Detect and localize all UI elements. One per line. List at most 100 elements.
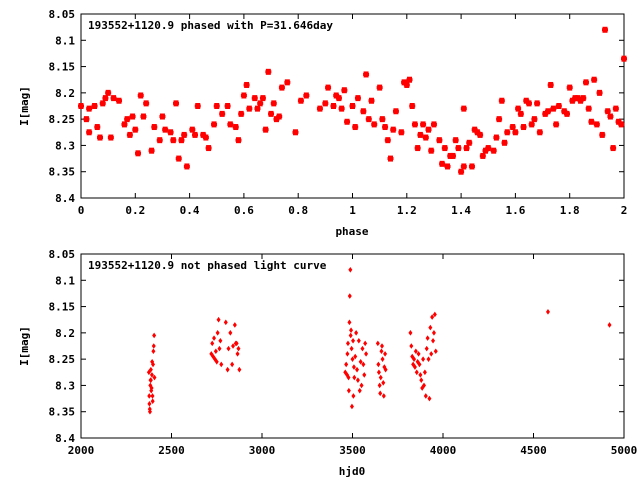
- data-point-bar: [213, 104, 220, 108]
- phased-y-ticks: 8.05 8.1 8.15 8.2 8.25 8.3 8.35 8.4: [49, 8, 624, 205]
- data-point: [427, 395, 432, 402]
- data-point-bar: [349, 104, 356, 108]
- data-point: [218, 337, 223, 344]
- data-point-bar: [420, 122, 427, 126]
- data-point-bar: [509, 125, 516, 129]
- data-point-bar: [477, 133, 484, 137]
- data-point-bar: [273, 117, 280, 121]
- phased-x-tick-label: 0.6: [234, 204, 254, 217]
- data-point-bar: [569, 99, 576, 103]
- data-point-bar: [78, 104, 84, 108]
- data-point: [352, 374, 357, 381]
- data-point-bar: [181, 133, 188, 137]
- phased-panel: 8.058.18.158.28.258.38.358.4 0 0.2 0.4 0.6 0…: [18, 8, 627, 238]
- phased-y-tick-label: 8.25: [49, 113, 76, 126]
- data-point-bar: [425, 128, 432, 132]
- data-point: [381, 380, 386, 386]
- data-point: [212, 335, 217, 341]
- data-point: [344, 361, 349, 368]
- data-point-bar: [129, 115, 136, 119]
- data-point-bar: [276, 115, 283, 119]
- unphased-plot-frame: [80, 253, 625, 439]
- data-point: [216, 316, 221, 323]
- data-point: [375, 340, 380, 347]
- data-point: [361, 361, 366, 368]
- data-point-bar: [577, 99, 584, 103]
- unphased-x-tick-label: 2500: [158, 444, 185, 457]
- data-point: [413, 348, 418, 355]
- data-point-bar: [335, 96, 342, 100]
- data-point: [379, 348, 384, 355]
- unphased-y-tick-label: 8.15: [49, 301, 76, 314]
- data-point-bar: [284, 80, 291, 84]
- data-point: [347, 293, 352, 299]
- data-point: [429, 351, 434, 357]
- data-point-bar: [515, 107, 522, 111]
- data-point-bar: [148, 149, 155, 153]
- data-point-bar: [618, 122, 625, 126]
- data-point: [412, 364, 417, 370]
- data-point: [380, 356, 385, 362]
- data-point: [147, 393, 152, 399]
- data-point: [364, 351, 369, 357]
- data-point: [381, 393, 386, 399]
- data-point-bar: [240, 93, 247, 97]
- data-point-bar: [574, 96, 581, 100]
- data-point-bar: [382, 125, 389, 129]
- data-point: [152, 332, 157, 339]
- data-point-bar: [135, 151, 142, 155]
- data-point: [378, 374, 383, 381]
- data-point: [225, 366, 230, 373]
- data-point-bar: [531, 117, 538, 121]
- data-point: [231, 343, 236, 349]
- phased-y-tick-label: 8.3: [55, 139, 75, 152]
- data-point-bar: [466, 141, 473, 145]
- data-point-bar: [173, 101, 180, 105]
- data-point-bar: [474, 130, 481, 134]
- data-point-bar: [333, 93, 340, 97]
- phased-y-tick-label: 8.4: [55, 192, 75, 205]
- data-point: [419, 377, 424, 383]
- data-point-bar: [232, 125, 239, 129]
- data-point: [383, 366, 388, 373]
- data-point: [351, 364, 356, 370]
- data-point-bar: [178, 138, 185, 142]
- data-point-bar: [414, 146, 421, 150]
- unphased-x-ticks: 2000 2500 3000 3500 4000 4500 5000: [68, 254, 637, 457]
- data-point-bar: [621, 57, 627, 61]
- data-point-bar: [132, 128, 139, 132]
- data-point: [210, 340, 215, 347]
- data-point-bar: [428, 149, 435, 153]
- phased-x-tick-label: 1.2: [397, 204, 417, 217]
- data-point-bar: [599, 133, 606, 137]
- data-point: [426, 356, 431, 362]
- data-point: [345, 340, 350, 347]
- data-point: [149, 385, 154, 391]
- phased-x-tick-label: 1.4: [451, 204, 471, 217]
- data-point-bar: [254, 107, 261, 111]
- data-point-bar: [344, 120, 351, 124]
- data-point: [545, 309, 550, 315]
- data-point: [357, 387, 362, 394]
- data-point-bar: [102, 96, 109, 100]
- data-point: [410, 353, 415, 360]
- unphased-y-axis-label: I[mag]: [18, 326, 31, 366]
- data-point-bar: [555, 104, 562, 108]
- data-point-bar: [460, 164, 467, 168]
- data-point-bar: [390, 128, 397, 132]
- data-point-bar: [259, 96, 266, 100]
- data-point-bar: [501, 141, 508, 145]
- data-point-bar: [105, 91, 112, 95]
- data-point-bar: [523, 99, 530, 103]
- data-point-bar: [439, 162, 446, 166]
- data-point-bar: [411, 122, 418, 126]
- data-point-bar: [596, 91, 603, 95]
- phased-x-tick-label: 1.8: [560, 204, 580, 217]
- phased-y-tick-label: 8.2: [55, 87, 75, 100]
- data-point: [230, 361, 235, 368]
- unphased-x-tick-label: 4500: [520, 444, 547, 457]
- unphased-chart-title: 193552+1120.9 not phased light curve: [88, 259, 327, 272]
- data-point-bar: [338, 107, 345, 111]
- data-point-bar: [471, 128, 478, 132]
- data-point: [349, 345, 354, 352]
